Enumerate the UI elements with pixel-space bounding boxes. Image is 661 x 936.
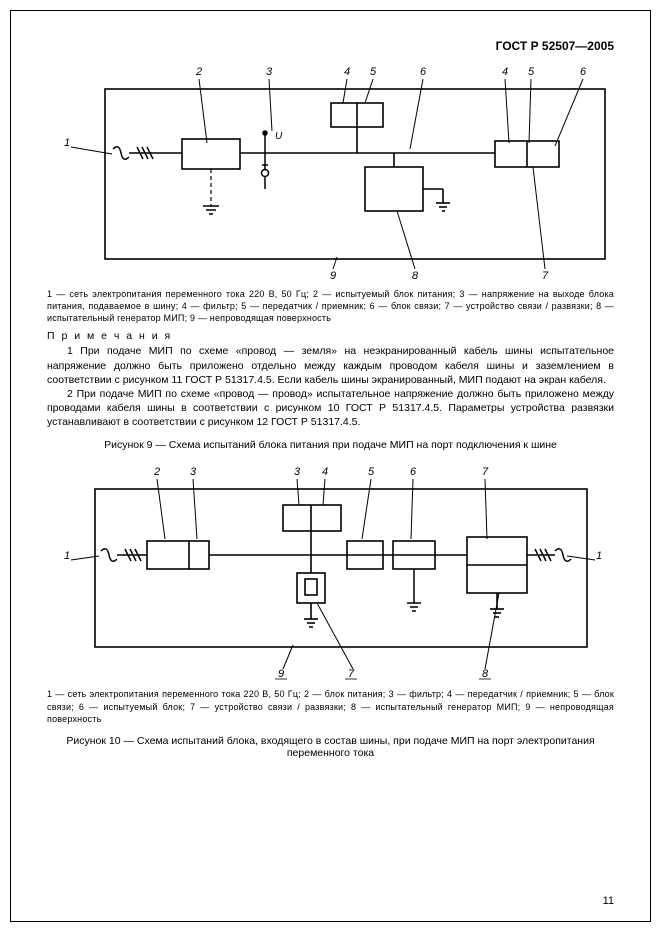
fig10-label-4: 4 (322, 466, 328, 478)
fig9-label-8: 8 (412, 270, 419, 281)
fig9-label-6a: 6 (420, 66, 427, 78)
fig9-label-3: 3 (266, 66, 273, 78)
fig9-label-5a: 5 (370, 66, 377, 78)
fig9-label-2: 2 (195, 66, 202, 78)
figure-10: 2 3 3 4 5 6 7 1 1 (47, 461, 607, 681)
fig9-legend: 1 — сеть электропитания переменного тока… (47, 288, 614, 324)
fig10-label-9: 9 (278, 668, 284, 680)
note-2: 2 При подаче МИП по схеме «провод — пров… (47, 387, 614, 430)
notes-body: 1 При подаче МИП по схеме «провод — земл… (47, 344, 614, 429)
fig9-label-6b: 6 (580, 66, 587, 78)
fig10-label-1r: 1 (596, 550, 602, 562)
fig10-label-3b: 3 (294, 466, 301, 478)
fig10-label-5: 5 (368, 466, 375, 478)
fig9-u-label: U (275, 131, 283, 142)
fig10-label-1l: 1 (64, 550, 70, 562)
fig10-label-8: 8 (482, 668, 489, 680)
note-1: 1 При подаче МИП по схеме «провод — земл… (47, 344, 614, 387)
fig10-label-2: 2 (153, 466, 160, 478)
fig10-legend: 1 — сеть электропитания переменного тока… (47, 688, 614, 724)
page-header: ГОСТ Р 52507—2005 (47, 39, 614, 53)
fig10-label-7: 7 (482, 466, 489, 478)
fig9-label-5b: 5 (528, 66, 535, 78)
page-number: 11 (603, 895, 614, 907)
fig9-label-4a: 4 (344, 66, 350, 78)
fig10-label-3a: 3 (190, 466, 197, 478)
fig9-label-7: 7 (542, 270, 549, 281)
fig10-caption: Рисунок 10 — Схема испытаний блока, вход… (47, 735, 614, 759)
fig10-label-6: 6 (410, 466, 417, 478)
notes-title: П р и м е ч а н и я (47, 330, 614, 342)
fig9-caption: Рисунок 9 — Схема испытаний блока питани… (47, 439, 614, 451)
fig10-label-7b: 7 (348, 668, 355, 680)
fig9-label-4b: 4 (502, 66, 508, 78)
figure-9: 2 3 4 5 6 4 5 6 1 (47, 61, 607, 281)
fig9-label-9: 9 (330, 270, 336, 281)
fig9-label-1: 1 (64, 137, 70, 149)
